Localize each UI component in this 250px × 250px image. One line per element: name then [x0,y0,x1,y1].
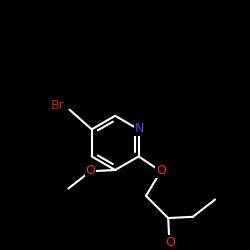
Text: O: O [165,236,175,249]
Text: O: O [86,164,96,177]
Text: N: N [135,122,144,134]
Text: O: O [156,164,166,177]
Text: Br: Br [50,100,64,112]
